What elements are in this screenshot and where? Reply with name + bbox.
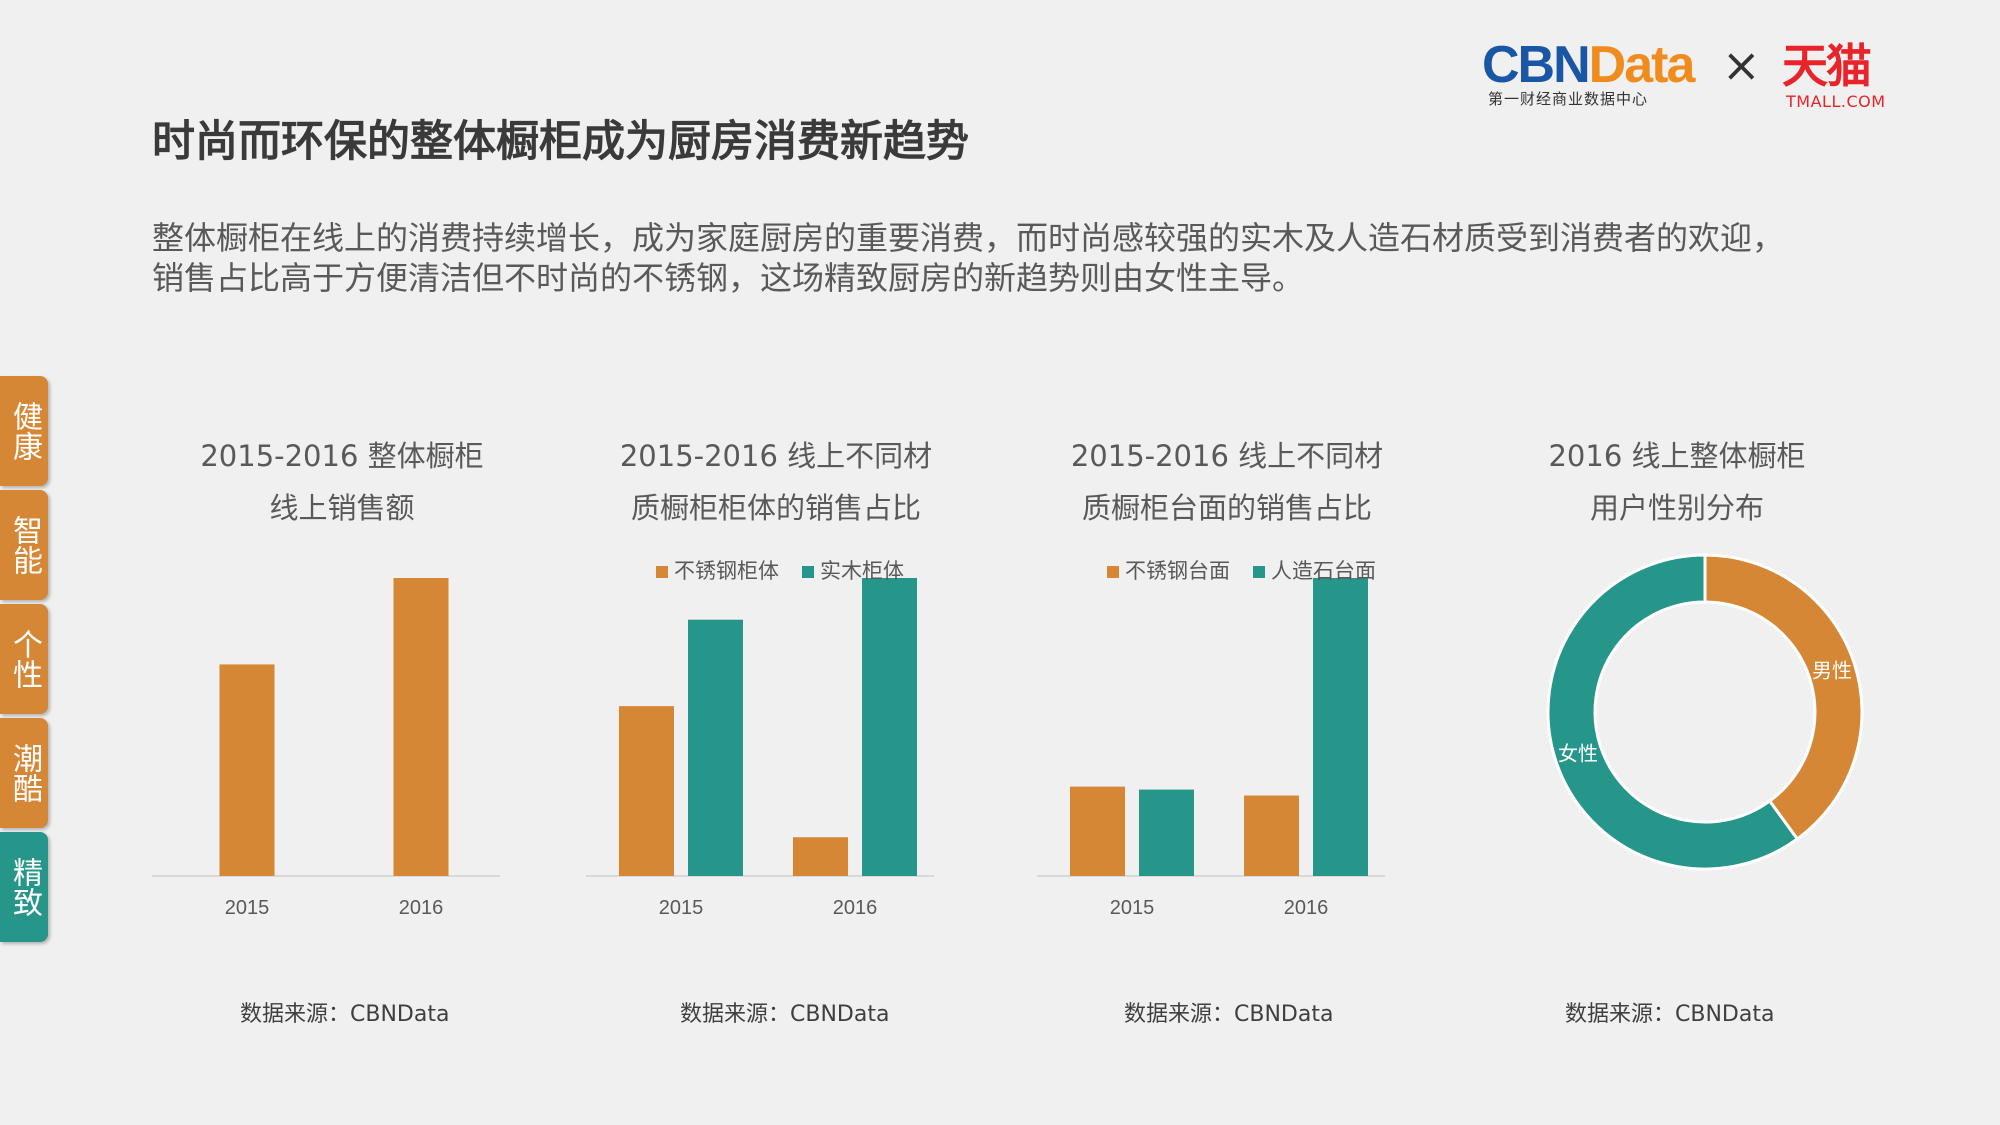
chart-cabinet-body-share-svg: 2015 2016 不锈钢柜体 实木柜体 [586,559,934,919]
data-source: 数据来源：CBNData [680,1002,890,1027]
x-tick-label: 2015 [225,897,270,919]
legend-label: 不锈钢台面 [1125,559,1230,583]
chart-title: 2015-2016 整体橱柜 线上销售额 [200,439,484,525]
x-tick-label: 2016 [1284,897,1329,919]
x-tick-label: 2016 [399,897,444,919]
bar [1313,578,1368,876]
data-source: 数据来源：CBNData [1565,1002,1775,1027]
side-tab-health[interactable]: 健康 [0,376,48,486]
cbndata-logo: CBNData [1482,36,1696,94]
bar [1070,786,1125,876]
chart-sales-amount-svg: 2015 2016 [152,578,500,919]
bar [862,578,917,876]
cbndata-subtitle: 第一财经商业数据中心 [1488,90,1649,108]
legend-swatch [656,566,668,578]
bar [1244,795,1299,876]
bar [219,664,275,876]
tmall-logo: 天猫 [1782,39,1872,93]
x-tick-label: 2015 [659,897,704,919]
legend-label: 不锈钢柜体 [674,559,779,583]
legend: 不锈钢台面 人造石台面 [1107,559,1376,583]
cbndata-logo-part1: CBN [1482,36,1591,94]
legend: 不锈钢柜体 实木柜体 [656,559,904,583]
legend-swatch [1253,566,1265,578]
pie-slice-label: 女性 [1558,741,1598,765]
chart-title: 2015-2016 线上不同材 质橱柜台面的销售占比 [1070,439,1384,525]
cbndata-logo-part2: Data [1588,36,1696,94]
bar [1139,789,1194,876]
legend-label: 人造石台面 [1271,559,1376,583]
times-icon: × [1722,38,1761,92]
intro-paragraph: 整体橱柜在线上的消费持续增长，成为家庭厨房的重要消费，而时尚感较强的实木及人造石… [152,219,1785,297]
chart-title: 2016 线上整体橱柜 用户性别分布 [1548,439,1806,525]
x-tick-label: 2016 [833,897,878,919]
pie-slice-label: 男性 [1812,659,1852,683]
legend-swatch [802,566,814,578]
bar [619,706,674,876]
pie-slice [1546,553,1800,871]
x-tick-label: 2015 [1110,897,1155,919]
side-tab-refined[interactable]: 精致 [0,832,48,942]
data-source: 数据来源：CBNData [240,1002,450,1027]
pie-slice [1703,553,1864,842]
legend-label: 实木柜体 [820,559,904,583]
chart-countertop-share-svg: 2015 2016 不锈钢台面 人造石台面 [1037,559,1385,919]
tmall-subtitle: TMALL.COM [1786,92,1886,111]
legend-swatch [1107,566,1119,578]
page-title: 时尚而环保的整体橱柜成为厨房消费新趋势 [152,117,969,167]
chart-title: 2015-2016 线上不同材 质橱柜柜体的销售占比 [619,439,933,525]
side-tab-smart[interactable]: 智能 [0,490,48,600]
data-source: 数据来源：CBNData [1124,1002,1334,1027]
bar [688,619,743,876]
side-tab-personal[interactable]: 个性 [0,604,48,714]
logo-group: CBNData 第一财经商业数据中心 × 天猫 TMALL.COM [1482,36,1902,116]
side-tab-cool[interactable]: 潮酷 [0,718,48,828]
bar [793,837,848,876]
bar [393,578,449,876]
